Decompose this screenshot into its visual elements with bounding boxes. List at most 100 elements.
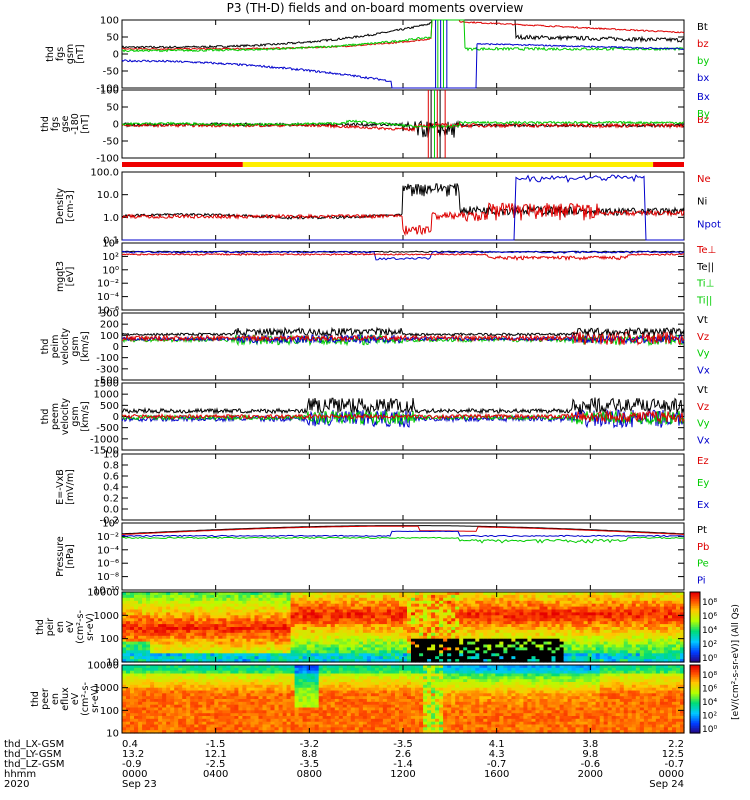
spectrogram-cell: [322, 650, 328, 654]
spectrogram-cell: [282, 618, 288, 622]
spectrogram-cell: [531, 638, 537, 643]
y-tick-label: 10⁻⁸: [97, 572, 119, 583]
spectrogram-cell: [567, 656, 573, 660]
spectrogram-cell: [218, 627, 223, 631]
spectrogram-cell: [138, 650, 143, 654]
spectrogram-cell: [322, 724, 328, 728]
spectrogram-cell: [154, 687, 159, 692]
spectrogram-cell: [166, 624, 171, 628]
spectrogram-cell: [246, 600, 251, 605]
spectrogram-cell: [603, 653, 609, 657]
spectrogram-cell: [495, 618, 500, 622]
spectrogram-cell: [527, 615, 532, 619]
y-tick-label: 10⁻¹⁰: [93, 586, 119, 597]
spectrogram-cell: [399, 592, 404, 596]
spectrogram-cell: [391, 603, 396, 608]
spectrogram-cell: [202, 716, 207, 720]
spectrogram-cell: [198, 609, 203, 613]
spectrogram-cell: [326, 701, 332, 706]
spectrogram-cell: [663, 641, 669, 646]
spectrogram-cell: [563, 615, 569, 619]
spectrogram-cell: [270, 638, 276, 643]
spectrogram-cell: [354, 621, 360, 625]
spectrogram-cell: [242, 690, 247, 694]
spectrogram-cell: [142, 670, 147, 675]
spectrogram-cell: [651, 647, 657, 651]
spectrogram-cell: [543, 597, 549, 602]
spectrogram-cell: [451, 647, 456, 651]
spectrogram-cell: [635, 635, 641, 640]
spectrogram-cell: [567, 603, 573, 608]
spectrogram-cell: [567, 624, 573, 628]
spectrogram-cell: [346, 641, 352, 646]
spectrogram-cell: [651, 600, 657, 605]
spectrogram-cell: [447, 600, 452, 605]
spectrogram-cell: [431, 635, 436, 640]
spectrogram-cell: [258, 670, 264, 675]
spectrogram-cell: [130, 718, 135, 723]
spectrogram-cell: [166, 667, 171, 672]
spectrogram-cell: [362, 650, 368, 654]
legend-entry: Ti||: [696, 295, 712, 306]
spectrogram-cell: [170, 679, 175, 683]
spectrogram-cell: [471, 644, 476, 648]
spectrogram-cell: [238, 699, 243, 703]
spectrogram-cell: [571, 600, 577, 605]
spectrogram-cell: [202, 627, 207, 631]
spectrogram-cell: [218, 665, 223, 669]
spectrogram-cell: [278, 627, 284, 631]
spectrogram-cell: [647, 597, 653, 602]
spectrogram-cell: [455, 592, 460, 596]
spectrogram-cell: [258, 699, 264, 703]
spectrogram-cell: [419, 650, 424, 654]
spectrogram-cell: [242, 635, 247, 640]
spectrogram-cell: [302, 615, 308, 619]
spectrogram-cell: [471, 612, 476, 616]
spectrogram-cell: [539, 609, 545, 613]
spectrogram-cell: [234, 696, 239, 700]
spectrogram-cell: [639, 594, 645, 599]
spectrogram-cell: [326, 592, 332, 596]
spectrogram-cell: [318, 653, 324, 657]
spectrogram-cell: [591, 627, 597, 631]
spectrogram-cell: [427, 609, 432, 613]
spectrogram-cell: [310, 704, 316, 709]
spectrogram-cell: [647, 618, 653, 622]
spectrogram-cell: [126, 727, 131, 731]
spectrogram-cell: [194, 653, 199, 657]
spectrogram-cell: [322, 693, 328, 697]
spectrogram-cell: [226, 704, 231, 709]
spectrogram-cell: [274, 600, 280, 605]
spectrogram-cell: [282, 647, 288, 651]
spectrogram-cell: [619, 606, 625, 611]
spectrogram-cell: [459, 656, 464, 660]
spectrogram-cell: [306, 600, 312, 605]
spectrogram-cell: [676, 603, 681, 608]
spectrogram-cell: [459, 635, 464, 640]
spectrogram-cell: [142, 673, 147, 677]
spectrogram-cell: [603, 592, 609, 596]
spectrogram-cell: [206, 673, 211, 677]
spectrogram-cell: [672, 624, 677, 628]
spectrogram-cell: [431, 618, 436, 622]
spectrogram-cell: [262, 644, 268, 648]
spectrogram-cell: [407, 647, 412, 651]
spectrogram-cell: [378, 594, 384, 599]
spectrogram-cell: [310, 670, 316, 675]
spectrogram-cell: [238, 638, 243, 643]
spectrogram-cell: [663, 656, 669, 660]
spectrogram-cell: [362, 600, 368, 605]
spectrogram-cell: [270, 679, 276, 683]
spectrogram-cell: [551, 647, 557, 651]
spectrogram-cell: [655, 647, 661, 651]
spectrogram-cell: [262, 600, 268, 605]
spectrogram-cell: [459, 659, 464, 663]
spectrogram-cell: [382, 650, 388, 654]
spectrogram-cell: [334, 638, 340, 643]
spectrogram-cell: [270, 699, 276, 703]
spectrogram-cell: [218, 687, 223, 692]
spectrogram-cell: [186, 627, 191, 631]
spectrogram-cell: [599, 594, 605, 599]
spectrogram-cell: [527, 612, 532, 616]
spectrogram-cell: [190, 606, 195, 611]
